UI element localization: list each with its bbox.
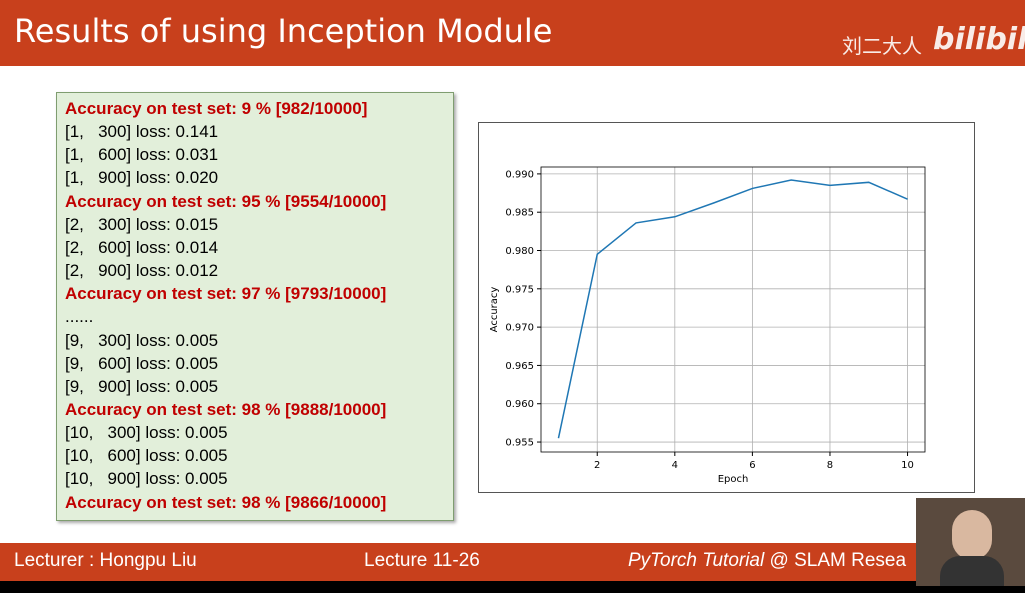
log-line: [10, 600] loss: 0.005 bbox=[65, 446, 228, 466]
course-name: PyTorch Tutorial bbox=[628, 550, 765, 571]
face bbox=[952, 510, 992, 560]
letterbox bbox=[0, 581, 1025, 593]
y-tick-label: 0.975 bbox=[505, 284, 534, 295]
log-line: [9, 300] loss: 0.005 bbox=[65, 330, 219, 350]
y-tick-label: 0.980 bbox=[505, 246, 534, 257]
log-line: Accuracy on test set: 98 % [9866/10000] bbox=[65, 492, 387, 512]
y-axis-label: Accuracy bbox=[489, 287, 500, 333]
data-line bbox=[557, 179, 908, 439]
y-tick-label: 0.955 bbox=[505, 438, 534, 449]
log-line: ...... bbox=[65, 307, 94, 327]
slide-title: Results of using Inception Module bbox=[14, 12, 553, 50]
x-tick-label: 2 bbox=[594, 460, 600, 471]
log-line: [2, 300] loss: 0.015 bbox=[65, 214, 219, 234]
log-line: [10, 900] loss: 0.005 bbox=[65, 469, 228, 489]
watermark-name: 刘二大人 bbox=[842, 34, 922, 58]
x-tick-label: 6 bbox=[749, 460, 755, 471]
y-tick-label: 0.965 bbox=[505, 361, 534, 372]
lecture-number: Lecture 11-26 bbox=[364, 550, 480, 571]
course: PyTorch Tutorial @ SLAM Resea bbox=[628, 550, 906, 572]
log-line: [2, 600] loss: 0.014 bbox=[65, 237, 219, 257]
plot-frame bbox=[540, 166, 926, 453]
chart: 0.955 0.960 0.965 0.970 0.975 0.980 0.985 0.990… bbox=[489, 166, 926, 485]
x-axis-label: Epoch bbox=[718, 474, 749, 485]
y-tick-label: 0.985 bbox=[505, 208, 534, 219]
x-tick-label: 8 bbox=[827, 460, 833, 471]
log-line: [10, 300] loss: 0.005 bbox=[65, 423, 228, 443]
header: Results of using Inception Module 刘二大人 b… bbox=[0, 0, 1025, 66]
lecturer: Lecturer : Hongpu Liu bbox=[14, 550, 197, 571]
log-line: Accuracy on test set: 95 % [9554/10000] bbox=[65, 191, 387, 211]
log-line: [1, 600] loss: 0.031 bbox=[65, 145, 219, 165]
y-tick-label: 0.990 bbox=[505, 169, 534, 180]
log-line: Accuracy on test set: 98 % [9888/10000] bbox=[65, 399, 387, 419]
log-line: Accuracy on test set: 9 % [982/10000] bbox=[65, 99, 368, 118]
log-line: [1, 900] loss: 0.020 bbox=[65, 168, 219, 188]
log-box: Accuracy on test set: 9 % [982/10000] [1,… bbox=[56, 92, 454, 521]
log-line: [1, 300] loss: 0.141 bbox=[65, 122, 219, 142]
y-tick-label: 0.960 bbox=[505, 399, 534, 410]
webcam bbox=[916, 498, 1025, 586]
footer bbox=[0, 543, 1025, 581]
figure: 0.955 0.960 0.965 0.970 0.975 0.980 0.985 0.990… bbox=[478, 122, 975, 493]
y-tick-label: 0.970 bbox=[505, 323, 534, 334]
log-line: [9, 600] loss: 0.005 bbox=[65, 353, 219, 373]
watermark-site: bilibili bbox=[933, 22, 1025, 57]
body bbox=[940, 556, 1004, 586]
log-line: [9, 900] loss: 0.005 bbox=[65, 376, 219, 396]
x-tick-label: 10 bbox=[901, 460, 914, 471]
x-tick-label: 4 bbox=[672, 460, 678, 471]
group: @ SLAM Resea bbox=[764, 550, 907, 571]
log-line: Accuracy on test set: 97 % [9793/10000] bbox=[65, 284, 387, 304]
log-line: [2, 900] loss: 0.012 bbox=[65, 261, 219, 281]
